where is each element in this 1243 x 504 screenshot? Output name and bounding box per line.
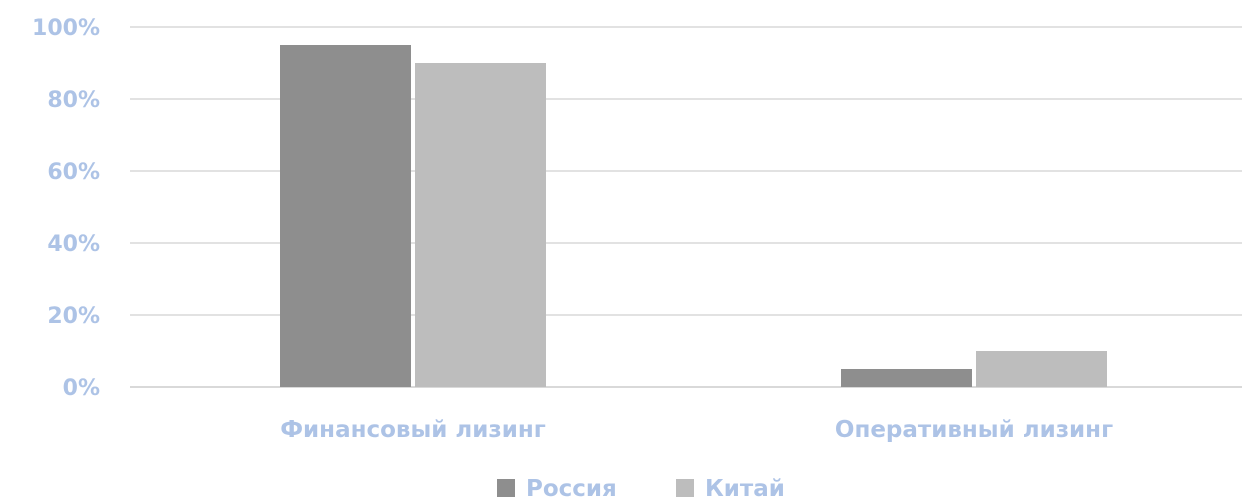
legend: Россия Китай — [497, 476, 785, 502]
y-tick-label: 80% — [47, 88, 100, 113]
bars — [280, 45, 1107, 387]
legend-label-china: Китай — [705, 476, 785, 502]
legend-swatch-china — [676, 479, 694, 497]
legend-label-russia: Россия — [526, 476, 617, 502]
y-tick-label: 0% — [63, 376, 100, 401]
legend-swatch-russia — [497, 479, 515, 497]
x-axis-category-labels: Финансовый лизинг Оперативный лизинг — [280, 417, 1113, 443]
y-tick-label: 100% — [32, 16, 100, 41]
bar-russia-financial — [280, 45, 411, 387]
y-axis-tick-labels: 0% 20% 40% 60% 80% 100% — [32, 16, 100, 401]
bar-russia-operating — [841, 369, 972, 387]
y-tick-label: 20% — [47, 304, 100, 329]
bar-china-operating — [976, 351, 1107, 387]
x-category-label: Финансовый лизинг — [280, 417, 546, 443]
x-category-label: Оперативный лизинг — [835, 417, 1113, 443]
y-tick-label: 40% — [47, 232, 100, 257]
bar-china-financial — [415, 63, 546, 387]
y-tick-label: 60% — [47, 160, 100, 185]
